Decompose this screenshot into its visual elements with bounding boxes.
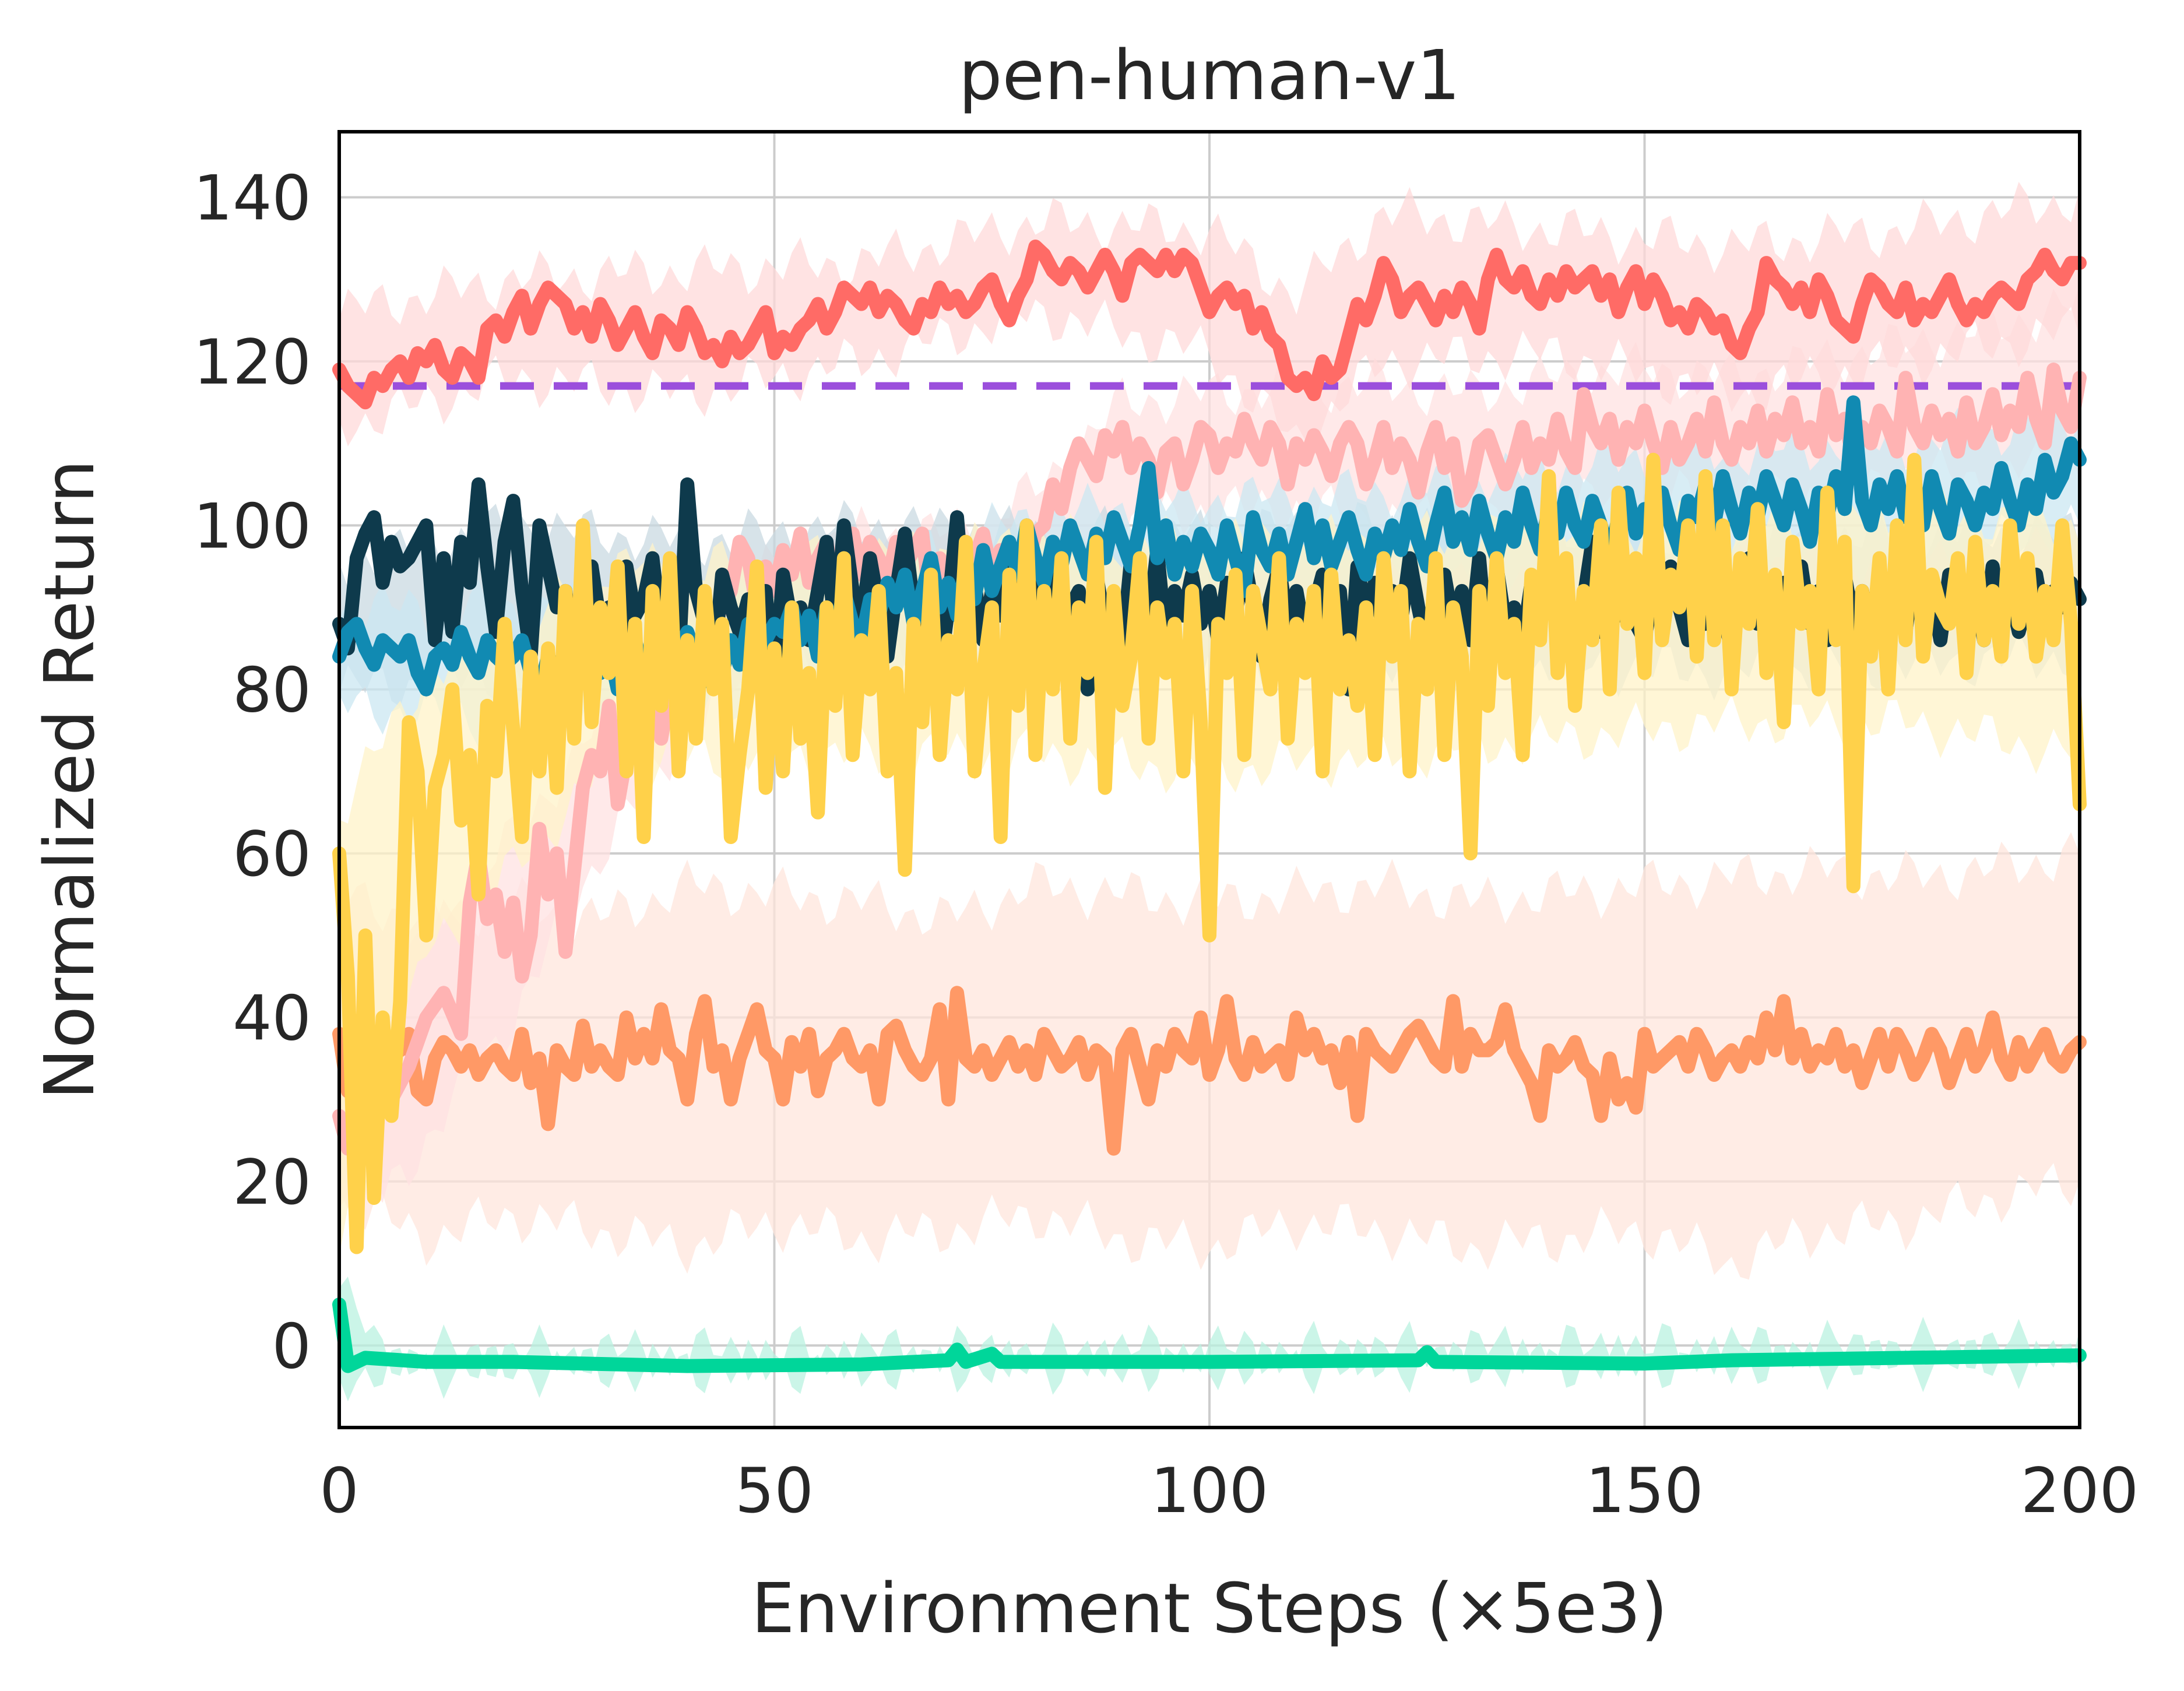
y-tick-label: 0 xyxy=(272,1310,311,1382)
chart-title: pen-human-v1 xyxy=(959,35,1461,115)
x-tick-label: 150 xyxy=(1585,1455,1703,1527)
series-band xyxy=(339,1277,2080,1402)
series-line xyxy=(332,240,2087,410)
y-tick-label: 100 xyxy=(194,490,311,562)
y-tick-label: 20 xyxy=(233,1147,311,1218)
y-tick-label: 40 xyxy=(233,983,311,1054)
y-tick-label: 60 xyxy=(233,818,311,890)
x-tick-label: 50 xyxy=(735,1455,814,1527)
x-axis-label: Environment Steps (×5e3) xyxy=(751,1568,1668,1648)
series-line xyxy=(332,1298,2087,1373)
y-tick-label: 120 xyxy=(194,326,311,398)
y-tick-label: 80 xyxy=(233,655,311,726)
x-tick-label: 100 xyxy=(1151,1455,1268,1527)
y-axis-label: Normalized Return xyxy=(29,459,110,1099)
tick-labels: 0 50 100 150 200 0 20 40 60 80 100 120 140 xyxy=(194,163,2139,1527)
series-line xyxy=(332,986,2087,1156)
series-line xyxy=(332,452,2087,1254)
x-tick-label: 200 xyxy=(2021,1455,2139,1527)
plot-frame xyxy=(337,130,2081,1429)
series-lines xyxy=(332,240,2087,1373)
y-tick-label: 140 xyxy=(194,163,311,234)
x-tick-label: 0 xyxy=(319,1455,358,1527)
series-line xyxy=(332,363,2087,1156)
